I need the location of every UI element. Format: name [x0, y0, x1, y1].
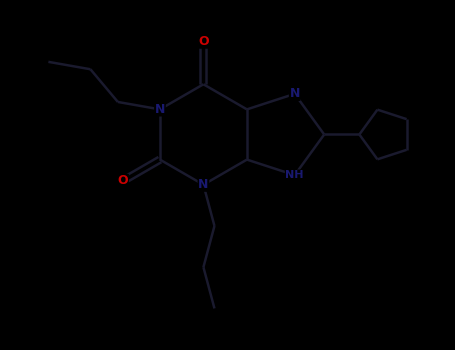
Text: N: N [155, 103, 165, 116]
Text: O: O [198, 35, 209, 48]
Text: N: N [198, 178, 208, 191]
Text: O: O [118, 174, 128, 188]
Text: N: N [289, 88, 300, 100]
Text: NH: NH [285, 170, 304, 180]
